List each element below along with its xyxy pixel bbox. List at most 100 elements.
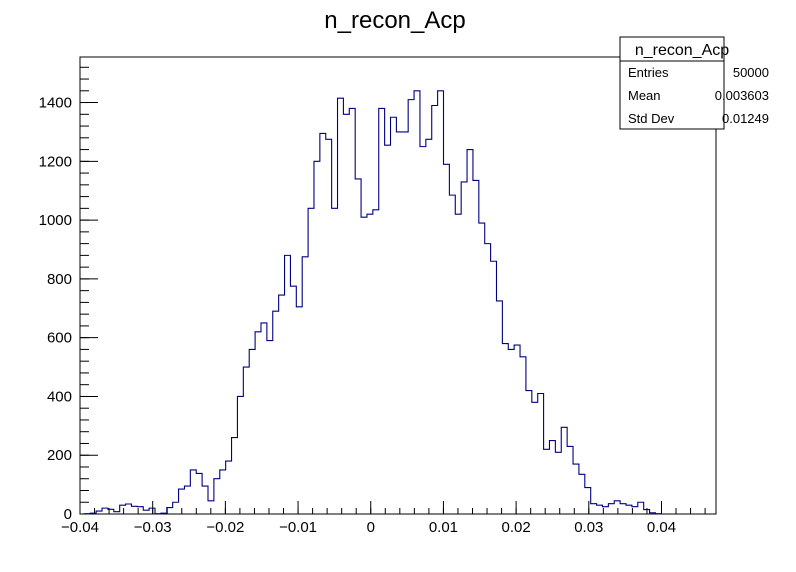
histogram-bin xyxy=(502,344,508,514)
histogram-bin xyxy=(608,504,614,514)
x-tick-label: −0.01 xyxy=(279,519,317,536)
histogram-bin xyxy=(620,504,626,514)
histogram-bin xyxy=(455,214,461,514)
histogram-bin xyxy=(137,507,143,514)
histogram-bin xyxy=(261,323,267,514)
histogram-bin xyxy=(226,461,232,514)
histogram-bin xyxy=(202,486,208,514)
histogram-bin xyxy=(320,133,326,514)
histogram-bin xyxy=(308,208,314,514)
histogram-bin xyxy=(561,427,567,514)
histogram-bin xyxy=(190,470,196,514)
histogram-bin xyxy=(408,100,414,514)
stats-stddev-label: Std Dev xyxy=(628,111,675,126)
histogram-bin xyxy=(614,501,620,514)
x-tick-label: 0.01 xyxy=(429,519,458,536)
histogram-bin xyxy=(243,367,249,514)
stats-box: n_recon_Acp Entries 50000 Mean 0.003603 … xyxy=(619,36,769,130)
histogram-bin xyxy=(355,179,361,514)
histogram-bin xyxy=(379,108,385,514)
stats-box-frame xyxy=(619,36,725,130)
histogram-bin xyxy=(214,479,220,514)
y-tick-label: 1000 xyxy=(39,212,72,229)
histogram-bin xyxy=(120,505,126,514)
histogram-bin xyxy=(296,307,302,514)
histogram-bin xyxy=(349,108,355,514)
histogram-bin xyxy=(196,473,202,514)
histogram-bin xyxy=(285,255,291,514)
histogram-bin xyxy=(602,507,608,514)
histogram-bins xyxy=(84,91,661,514)
histogram-bin xyxy=(279,295,285,514)
histogram-bin xyxy=(473,180,479,514)
histogram-bin xyxy=(491,261,497,514)
x-tick-label: −0.03 xyxy=(134,519,172,536)
histogram-bin xyxy=(326,139,332,514)
stats-entries-label: Entries xyxy=(628,65,669,80)
x-tick-label: −0.04 xyxy=(61,519,99,536)
histogram-bin xyxy=(249,349,255,514)
histogram-bin xyxy=(526,391,532,514)
x-tick-label: 0 xyxy=(367,519,375,536)
histogram-bin xyxy=(237,396,243,514)
y-tick-label: 1400 xyxy=(39,95,72,112)
y-tick-label: 600 xyxy=(47,330,72,347)
histogram-bin xyxy=(167,508,173,514)
histogram-bin xyxy=(444,164,450,514)
histogram-bin xyxy=(508,349,514,514)
histogram-bin xyxy=(338,98,344,514)
chart-title: n_recon_Acp xyxy=(324,7,465,34)
x-tick-label: 0.02 xyxy=(502,519,531,536)
x-tick-label: 0.03 xyxy=(574,519,603,536)
y-tick-label: 400 xyxy=(47,388,72,405)
histogram-bin xyxy=(373,210,379,514)
histogram-bin xyxy=(644,510,650,514)
histogram-bin xyxy=(485,244,491,514)
histogram-bin xyxy=(432,105,438,514)
histogram-bin xyxy=(402,132,408,514)
histogram-bin xyxy=(461,182,467,514)
histogram-bin xyxy=(184,486,190,514)
histogram-bin xyxy=(597,505,603,514)
histogram-bin xyxy=(131,506,137,514)
histogram-bin xyxy=(179,489,185,514)
histogram-bin xyxy=(532,402,538,514)
histogram-bin xyxy=(385,145,391,514)
x-axis: −0.04 −0.03 −0.02 −0.01 0 0.01 0.02 0.03 0.04 xyxy=(61,501,706,536)
histogram-bin xyxy=(232,438,238,514)
histogram-bin xyxy=(438,91,444,514)
histogram-outline xyxy=(83,90,662,515)
plot-frame xyxy=(79,56,717,515)
histogram-bin xyxy=(420,147,426,514)
histogram-bin xyxy=(267,341,273,514)
histogram-bin xyxy=(426,139,432,514)
histogram-bin xyxy=(414,91,420,514)
histogram-bin xyxy=(208,501,214,514)
histogram-bin xyxy=(108,509,114,514)
histogram-bin xyxy=(567,446,573,514)
y-axis: 0 200 400 600 800 1000 1200 1400 xyxy=(39,66,98,523)
histogram-bin xyxy=(332,208,338,514)
histogram-bin xyxy=(555,452,561,514)
histogram-bin xyxy=(544,449,550,514)
stats-stddev-value: 0.01249 xyxy=(722,111,769,126)
histogram-bin xyxy=(479,223,485,514)
y-tick-label: 0 xyxy=(64,506,72,523)
x-tick-label: 0.04 xyxy=(647,519,676,536)
histogram-bin xyxy=(290,286,296,514)
histogram-bin xyxy=(367,214,373,514)
histogram-bin xyxy=(573,464,579,514)
histogram-bin xyxy=(449,195,455,514)
histogram-bin xyxy=(273,311,279,514)
histogram-bin xyxy=(632,507,638,514)
histogram-bin xyxy=(361,217,367,514)
histogram-bin xyxy=(302,257,308,514)
stats-mean-value: 0.003603 xyxy=(715,88,769,103)
histogram-bin xyxy=(585,488,591,514)
histogram-bin xyxy=(579,474,585,514)
histogram-bin xyxy=(255,332,261,514)
histogram-bin xyxy=(343,114,349,514)
stats-mean-label: Mean xyxy=(628,88,661,103)
histogram-bin xyxy=(143,510,149,514)
